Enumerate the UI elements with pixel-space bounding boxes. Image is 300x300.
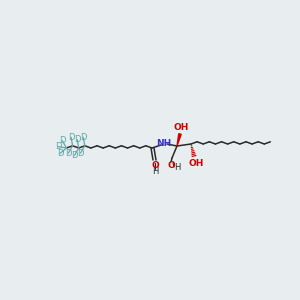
Polygon shape — [177, 134, 181, 146]
Text: D: D — [55, 142, 62, 151]
Text: D: D — [71, 151, 78, 160]
Text: D: D — [68, 133, 74, 142]
Text: D: D — [74, 135, 80, 144]
Text: D: D — [77, 148, 84, 158]
Text: O: O — [167, 160, 175, 169]
Text: OH: OH — [173, 122, 189, 131]
Text: H: H — [152, 167, 158, 176]
Text: D: D — [65, 148, 72, 158]
Text: O: O — [151, 161, 159, 170]
Text: D: D — [57, 149, 63, 158]
Text: NH: NH — [156, 139, 172, 148]
Text: D: D — [59, 136, 65, 145]
Text: H: H — [174, 164, 180, 172]
Text: OH: OH — [188, 158, 204, 167]
Text: D: D — [80, 133, 87, 142]
